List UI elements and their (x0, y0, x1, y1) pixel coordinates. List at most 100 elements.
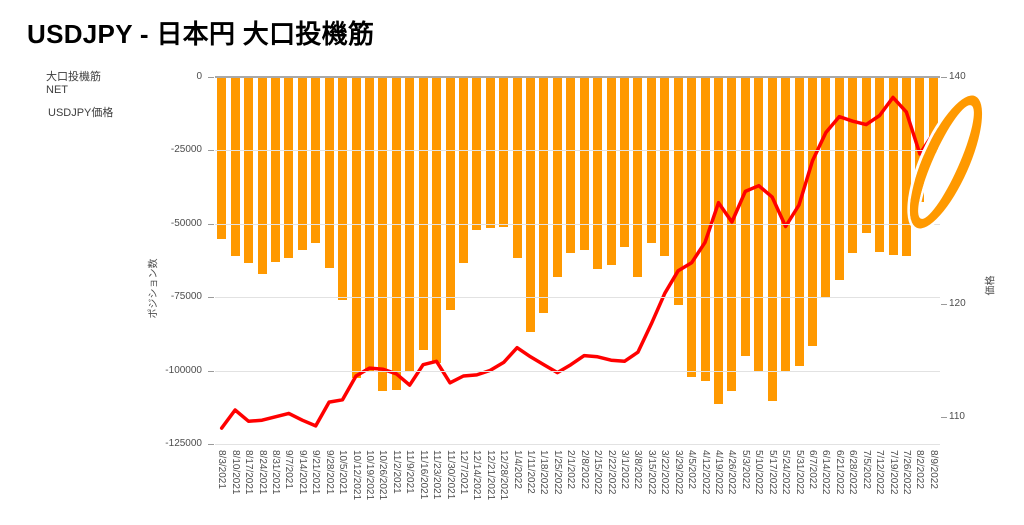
x-axis-date-label: 6/21/2022 (833, 450, 845, 495)
x-axis-date-label: 2/15/2022 (592, 450, 604, 495)
x-axis-date-label: 5/10/2022 (753, 450, 765, 495)
net-position-bar (311, 77, 321, 243)
net-position-bar (432, 77, 441, 364)
x-axis-date-label: 2/22/2022 (605, 450, 617, 495)
net-position-bar (244, 77, 254, 264)
y-axis-tick (208, 77, 214, 78)
x-axis-date-label: 8/2/2022 (914, 450, 926, 489)
net-position-bar (351, 77, 361, 378)
x-axis-date-label: 9/7/2021 (283, 450, 295, 489)
net-position-bar (915, 77, 925, 202)
x-axis-date-label: 7/12/2022 (874, 450, 886, 495)
left-axis-title: ポジション数 (148, 258, 160, 319)
net-position-bar (297, 77, 307, 251)
y-axis-tick (208, 370, 214, 372)
net-position-bar (928, 77, 938, 154)
net-position-bar (834, 77, 844, 280)
x-axis-date-label: 8/31/2021 (269, 450, 281, 495)
legend-label-price: USDJPY価格 (48, 107, 114, 119)
x-axis-date-label: 5/3/2022 (739, 450, 751, 489)
x-axis-date-label: 1/25/2022 (551, 450, 563, 495)
net-position-bar (485, 77, 495, 229)
right-axis-tick (941, 77, 947, 78)
usdjpy-price-line (219, 95, 936, 430)
x-axis-date-label: 4/5/2022 (686, 450, 698, 489)
x-axis-date-label: 3/1/2022 (619, 450, 630, 489)
gridline (215, 370, 940, 372)
net-position-bar (324, 77, 334, 268)
net-position-bar (875, 77, 885, 252)
x-axis-date-label: 11/23/2021 (431, 450, 442, 500)
net-position-bar (593, 77, 603, 270)
net-position-bar (418, 77, 428, 350)
net-position-bar (794, 77, 804, 367)
gridline (215, 444, 940, 445)
net-position-bar (552, 77, 562, 277)
x-axis-date-label: 10/26/2021 (377, 450, 389, 501)
legend-label-net: 大口投機筋 NET (46, 71, 101, 96)
net-position-bar (458, 77, 468, 264)
y-axis-tick (208, 150, 214, 152)
x-axis-date-label: 7/19/2022 (887, 450, 899, 495)
gridline (215, 297, 940, 299)
net-position-bar (646, 77, 656, 243)
x-axis-date-label: 1/4/2022 (511, 450, 523, 489)
right-axis-tick-label: 120 (949, 297, 966, 309)
x-axis-date-label: 2/1/2022 (565, 450, 577, 489)
x-axis-date-label: 3/22/2022 (659, 450, 671, 495)
net-position-bar (579, 77, 589, 251)
net-series-swatch-icon (29, 72, 40, 83)
x-axis-date-label: 1/11/2022 (525, 450, 536, 494)
net-position-bar (714, 77, 723, 405)
x-axis-date-label: 7/26/2022 (900, 450, 912, 495)
x-axis-date-label: 11/16/2021 (417, 450, 429, 500)
right-axis-tick (941, 416, 947, 418)
x-axis-date-label: 10/19/2021 (363, 450, 375, 501)
x-axis-date-label: 5/31/2022 (793, 450, 805, 495)
x-axis-date-label: 6/7/2022 (807, 450, 818, 489)
net-position-bar (848, 77, 858, 254)
net-position-bar (566, 77, 576, 254)
legend-item-net: 大口投機筋 NET (29, 71, 113, 97)
net-position-bar (270, 77, 280, 262)
net-position-bar (687, 77, 697, 377)
net-position-bar (901, 77, 911, 257)
net-position-bar (284, 77, 294, 258)
plot-area (215, 77, 940, 444)
x-axis-date-label: 3/29/2022 (672, 450, 684, 495)
net-position-bar (539, 77, 549, 314)
right-axis-tick-label: 110 (949, 410, 965, 422)
x-axis-date-label: 4/12/2022 (699, 450, 711, 495)
net-position-bar (391, 77, 401, 390)
y-axis-tick-label: -50000 (170, 217, 202, 229)
net-position-bar (217, 77, 227, 239)
x-axis-date-label: 12/28/2021 (498, 450, 510, 501)
net-position-bar (660, 77, 670, 257)
chart-title: USDJPY - 日本円 大口投機筋 (27, 19, 375, 49)
net-position-bar (740, 77, 750, 356)
x-axis-date-label: 11/30/2021 (444, 450, 456, 500)
y-axis-tick-label: -100000 (165, 364, 202, 376)
net-position-bar (606, 77, 616, 265)
x-axis-date-label: 11/9/2021 (404, 450, 416, 494)
x-axis-date-label: 8/9/2022 (927, 450, 939, 489)
y-axis-tick (208, 297, 214, 299)
price-series-swatch-icon (29, 111, 42, 115)
x-axis-date-label: 8/10/2021 (229, 450, 241, 495)
x-axis-date-label: 7/5/2022 (860, 450, 872, 489)
net-position-bar (700, 77, 710, 381)
right-axis-title: 価格 (985, 275, 997, 296)
net-position-bar (499, 77, 509, 227)
x-axis-date-label: 9/14/2021 (296, 450, 308, 495)
legend: 大口投機筋 NET USDJPY価格 (29, 71, 113, 130)
x-axis-date-label: 5/17/2022 (766, 450, 778, 495)
net-position-bar (673, 77, 683, 305)
y-axis-tick-label: -75000 (170, 291, 202, 303)
gridline (215, 223, 940, 225)
price-line-path (219, 95, 936, 430)
x-axis-date-label: 1/18/2022 (538, 450, 550, 495)
net-position-bar (445, 77, 455, 311)
y-axis-tick-label: 0 (196, 71, 202, 82)
x-axis-date-label: 12/14/2021 (471, 450, 483, 501)
